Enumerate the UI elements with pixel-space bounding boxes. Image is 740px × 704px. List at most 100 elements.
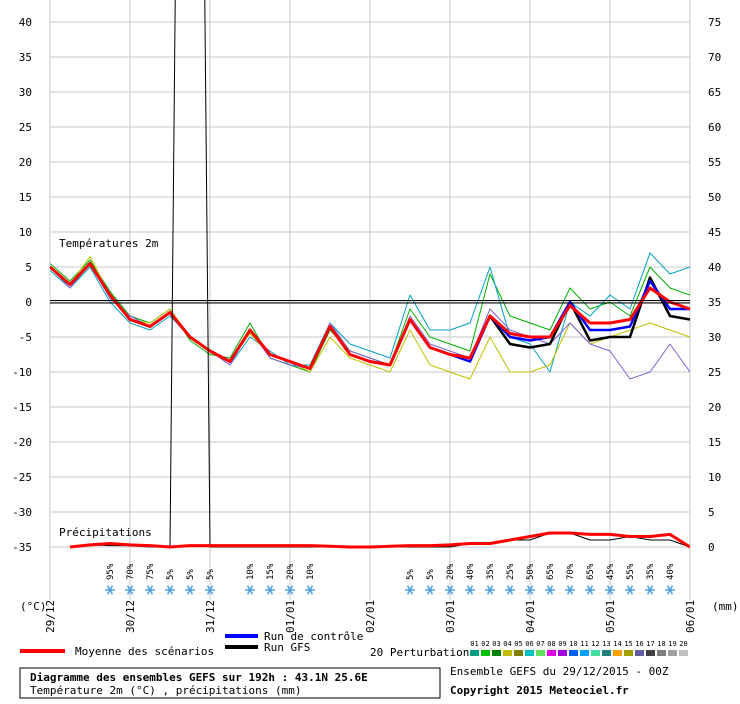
precip-probability: 5% [426,569,436,580]
legend-swatch [492,650,501,656]
legend-label: 11 [580,640,588,648]
legend-swatch [624,650,633,656]
y2-tick-label: 60 [708,121,721,134]
legend-swatch [481,650,490,656]
legend-label: 19 [668,640,676,648]
precip-probability: 35% [486,563,496,580]
precip-probability: 40% [466,563,476,580]
x-tick-label: 31/12 [204,600,217,633]
legend-swatch [657,650,666,656]
legend-swatch [646,650,655,656]
x-tick-label: 05/01 [604,600,617,633]
precip-probability: 5% [406,569,416,580]
y-axis-label: (°C) [20,600,47,613]
snowflake-icon [566,585,574,595]
y2-tick-label: 5 [708,506,715,519]
legend-label: 01 [470,640,478,648]
y-tick-label: 35 [19,51,32,64]
legend-label: 10 [569,640,577,648]
precip-probability: 70% [566,563,576,580]
legend-swatch [514,650,523,656]
precip-probability: 10% [246,563,256,580]
legend-swatch [536,650,545,656]
chart-subtitle: Température 2m (°C) , précipitations (mm… [30,684,302,697]
y2-tick-label: 10 [708,471,721,484]
precip-probability: 55% [626,563,636,580]
overlay [50,299,690,304]
y-tick-label: 10 [19,226,32,239]
x-tick-label: 02/01 [364,600,377,633]
legend-swatch [558,650,567,656]
legend-swatch [580,650,589,656]
snowflake-icon [646,585,654,595]
snowflake-icon [126,585,134,595]
legend-swatch [503,650,512,656]
y2-tick-label: 70 [708,51,721,64]
snowflake-icon [146,585,154,595]
snowflake-icon [506,585,514,595]
x-tick-label: 06/01 [684,600,697,633]
x-tick-label: 30/12 [124,600,137,633]
y-tick-label: 5 [25,261,32,274]
precip-probability: 5% [206,569,216,580]
chart-title: Diagramme des ensembles GEFS sur 192h : … [30,671,368,684]
y-tick-label: -30 [12,506,32,519]
precip-probability: 40% [666,563,676,580]
perturbations-title: 20 Perturbations [370,646,476,659]
snowflake-icon [466,585,474,595]
x-tick-label: 29/12 [44,600,57,633]
snowflake-icon [266,585,274,595]
y-tick-label: 40 [19,16,32,29]
precip-probability: 10% [306,563,316,580]
legend-label: 18 [657,640,665,648]
legend-label: 05 [514,640,522,648]
legend-label: 14 [613,640,621,648]
precip-probability: 45% [606,563,616,580]
snowflake-icon [546,585,554,595]
precip-probability: 65% [586,563,596,580]
snowflake-icon [426,585,434,595]
legend-label: Run GFS [264,641,310,654]
snowflake-icon [186,585,194,595]
y-tick-label: 30 [19,86,32,99]
legend-swatch [668,650,677,656]
legend-label: 08 [547,640,555,648]
legend-label: 13 [602,640,610,648]
y-tick-label: -35 [12,541,32,554]
y2-tick-label: 45 [708,226,721,239]
legend-swatch [602,650,611,656]
y2-axis-label: (mm) [712,600,739,613]
snowflake-icon [606,585,614,595]
snowflake-icon [286,585,294,595]
series-line [69,531,690,549]
precip-probability: 5% [166,569,176,580]
y2-tick-label: 65 [708,86,721,99]
y-tick-label: 0 [25,296,32,309]
annotation: Températures 2m [59,237,159,250]
y-tick-label: -20 [12,436,32,449]
precip-probability: 20% [446,563,456,580]
legend-swatch [569,650,578,656]
legend-swatch [547,650,556,656]
x-tick-label: 01/01 [284,600,297,633]
legend-swatch [635,650,644,656]
copyright: Copyright 2015 Meteociel.fr [450,684,629,697]
precip-probability: 50% [526,563,536,580]
legend-label: Moyenne des scénarios [75,645,214,658]
precip-probability: 25% [506,563,516,580]
y2-tick-label: 30 [708,331,721,344]
y2-tick-label: 75 [708,16,721,29]
snowflake-icon [486,585,494,595]
x-tick-label: 04/01 [524,600,537,633]
legend-label: 07 [536,640,544,648]
precip-probability: 65% [546,563,556,580]
legend-label: 12 [591,640,599,648]
snowflake-icon [526,585,534,595]
plot-area [50,0,690,549]
precip-probability: 95% [106,563,116,580]
snowflake-icon [166,585,174,595]
legend-label: 09 [558,640,566,648]
legend-label: 04 [503,640,511,648]
y-tick-label: -25 [12,471,32,484]
